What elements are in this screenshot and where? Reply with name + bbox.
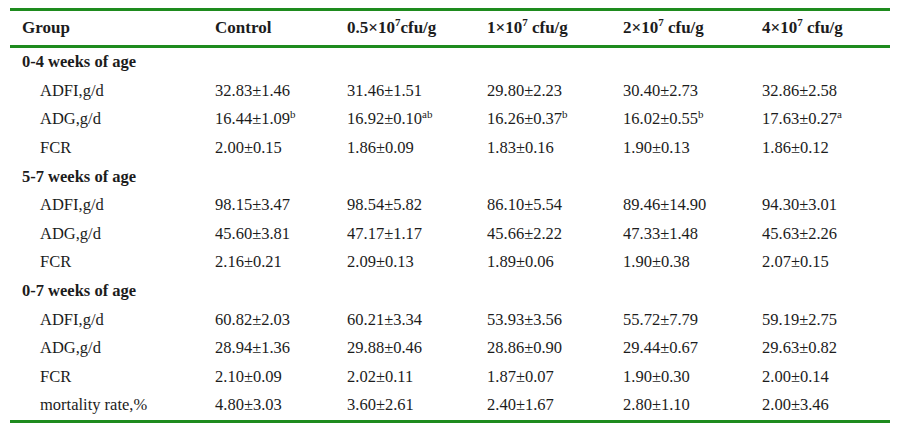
table-cell: 98.15±3.47	[215, 191, 347, 220]
column-header: 4×107 cfu/g	[762, 10, 890, 47]
table-cell: 2.07±0.15	[762, 248, 890, 277]
table-cell: 1.90±0.38	[623, 248, 762, 277]
section-header: 0-4 weeks of age	[10, 47, 890, 77]
table-cell: 45.60±3.81	[215, 220, 347, 249]
growth-performance-table: GroupControl0.5×107cfu/g1×107 cfu/g2×107…	[10, 8, 890, 423]
section-header: 5-7 weeks of age	[10, 162, 890, 191]
table-row: FCR2.00±0.151.86±0.091.83±0.161.90±0.131…	[10, 134, 890, 163]
table-body: 0-4 weeks of ageADFI,g/d32.83±1.4631.46±…	[10, 47, 890, 422]
row-label: mortality rate,%	[10, 391, 215, 421]
superscript: b	[562, 108, 568, 120]
row-label: FCR	[10, 248, 215, 277]
table-cell: 29.44±0.67	[623, 334, 762, 363]
table-cell: 2.00±3.46	[762, 391, 890, 421]
table-cell: 4.80±3.03	[215, 391, 347, 421]
table-cell: 16.26±0.37b	[487, 105, 623, 134]
table-cell: 1.86±0.09	[347, 134, 487, 163]
table-cell: 45.63±2.26	[762, 220, 890, 249]
table-cell: 53.93±3.56	[487, 305, 623, 334]
superscript: b	[698, 108, 704, 120]
table-cell: 3.60±2.61	[347, 391, 487, 421]
table-cell: 29.80±2.23	[487, 77, 623, 106]
table-cell: 30.40±2.73	[623, 77, 762, 106]
superscript: 7	[522, 16, 528, 28]
column-header: Control	[215, 10, 347, 47]
table-cell: 16.44±1.09b	[215, 105, 347, 134]
table-cell: 86.10±5.54	[487, 191, 623, 220]
table-cell: 2.09±0.13	[347, 248, 487, 277]
row-label: ADFI,g/d	[10, 77, 215, 106]
table-row: FCR2.16±0.212.09±0.131.89±0.061.90±0.382…	[10, 248, 890, 277]
table-cell: 16.02±0.55b	[623, 105, 762, 134]
row-label: ADG,g/d	[10, 105, 215, 134]
table-cell: 1.87±0.07	[487, 363, 623, 392]
table-cell: 60.21±3.34	[347, 305, 487, 334]
superscript: 7	[395, 16, 401, 28]
table-cell: 17.63±0.27a	[762, 105, 890, 134]
table-cell: 47.17±1.17	[347, 220, 487, 249]
row-label: FCR	[10, 134, 215, 163]
section-row: 5-7 weeks of age	[10, 162, 890, 191]
column-header: Group	[10, 10, 215, 47]
superscript: 7	[797, 16, 803, 28]
column-header: 2×107 cfu/g	[623, 10, 762, 47]
row-label: FCR	[10, 363, 215, 392]
table-cell: 28.94±1.36	[215, 334, 347, 363]
table-cell: 1.90±0.13	[623, 134, 762, 163]
table-cell: 1.90±0.30	[623, 363, 762, 392]
table-cell: 47.33±1.48	[623, 220, 762, 249]
table-row: ADG,g/d28.94±1.3629.88±0.4628.86±0.9029.…	[10, 334, 890, 363]
header-row: GroupControl0.5×107cfu/g1×107 cfu/g2×107…	[10, 10, 890, 47]
section-header: 0-7 weeks of age	[10, 277, 890, 306]
column-header: 0.5×107cfu/g	[347, 10, 487, 47]
superscript: b	[290, 108, 296, 120]
table-row: mortality rate,%4.80±3.033.60±2.612.40±1…	[10, 391, 890, 421]
row-label: ADG,g/d	[10, 220, 215, 249]
table-cell: 2.00±0.15	[215, 134, 347, 163]
section-row: 0-4 weeks of age	[10, 47, 890, 77]
column-header: 1×107 cfu/g	[487, 10, 623, 47]
table-cell: 2.02±0.11	[347, 363, 487, 392]
table-row: ADFI,g/d60.82±2.0360.21±3.3453.93±3.5655…	[10, 305, 890, 334]
table-row: ADFI,g/d32.83±1.4631.46±1.5129.80±2.2330…	[10, 77, 890, 106]
table-head: GroupControl0.5×107cfu/g1×107 cfu/g2×107…	[10, 10, 890, 47]
table-cell: 2.16±0.21	[215, 248, 347, 277]
table-cell: 31.46±1.51	[347, 77, 487, 106]
table-cell: 2.40±1.67	[487, 391, 623, 421]
superscript: 7	[658, 16, 664, 28]
table-cell: 2.10±0.09	[215, 363, 347, 392]
table-cell: 1.86±0.12	[762, 134, 890, 163]
section-row: 0-7 weeks of age	[10, 277, 890, 306]
table-cell: 94.30±3.01	[762, 191, 890, 220]
table-cell: 29.88±0.46	[347, 334, 487, 363]
superscript: ab	[422, 108, 432, 120]
table-row: FCR2.10±0.092.02±0.111.87±0.071.90±0.302…	[10, 363, 890, 392]
superscript: a	[837, 108, 842, 120]
table-cell: 98.54±5.82	[347, 191, 487, 220]
table-cell: 2.80±1.10	[623, 391, 762, 421]
table-cell: 1.83±0.16	[487, 134, 623, 163]
table-cell: 55.72±7.79	[623, 305, 762, 334]
table-row: ADFI,g/d98.15±3.4798.54±5.8286.10±5.5489…	[10, 191, 890, 220]
table-cell: 59.19±2.75	[762, 305, 890, 334]
table-cell: 29.63±0.82	[762, 334, 890, 363]
row-label: ADFI,g/d	[10, 191, 215, 220]
table-cell: 2.00±0.14	[762, 363, 890, 392]
row-label: ADG,g/d	[10, 334, 215, 363]
table-page: GroupControl0.5×107cfu/g1×107 cfu/g2×107…	[0, 0, 900, 443]
table-cell: 16.92±0.10ab	[347, 105, 487, 134]
table-cell: 32.86±2.58	[762, 77, 890, 106]
table-cell: 45.66±2.22	[487, 220, 623, 249]
table-cell: 89.46±14.90	[623, 191, 762, 220]
table-cell: 28.86±0.90	[487, 334, 623, 363]
table-cell: 60.82±2.03	[215, 305, 347, 334]
row-label: ADFI,g/d	[10, 305, 215, 334]
table-cell: 1.89±0.06	[487, 248, 623, 277]
table-row: ADG,g/d16.44±1.09b16.92±0.10ab16.26±0.37…	[10, 105, 890, 134]
table-cell: 32.83±1.46	[215, 77, 347, 106]
table-row: ADG,g/d45.60±3.8147.17±1.1745.66±2.2247.…	[10, 220, 890, 249]
